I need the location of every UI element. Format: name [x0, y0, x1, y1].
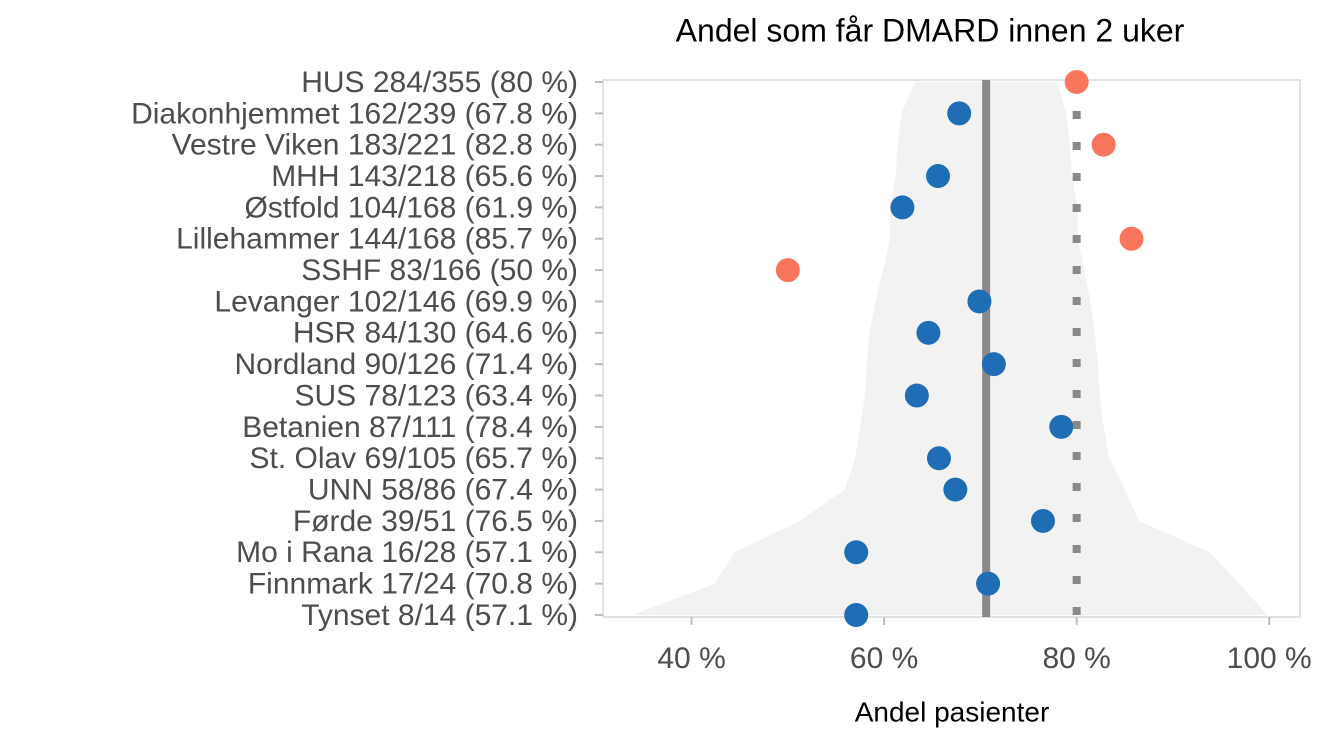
- plot-border: [602, 79, 1301, 618]
- chart-title: Andel som får DMARD innen 2 uker: [676, 12, 1185, 48]
- y-tick-label: Nordland 90/126 (71.4 %): [234, 348, 578, 381]
- y-tick-label: SUS 78/123 (63.4 %): [295, 379, 579, 412]
- x-tick-label: 60 %: [850, 642, 918, 675]
- dot: [981, 352, 1006, 377]
- y-tick-label: Vestre Viken 183/221 (82.8 %): [172, 129, 578, 162]
- dot: [1091, 132, 1116, 157]
- y-tick-label: Diakonhjemmet 162/239 (67.8 %): [131, 97, 578, 130]
- dot: [844, 540, 869, 565]
- y-tick-label: Mo i Rana 16/28 (57.1 %): [236, 536, 578, 569]
- x-axis-title: Andel pasienter: [855, 696, 1050, 727]
- y-tick-label: Førde 39/51 (76.5 %): [293, 505, 578, 538]
- y-tick-label: Lillehammer 144/168 (85.7 %): [176, 223, 578, 256]
- dot: [967, 289, 992, 314]
- dot: [775, 258, 800, 283]
- y-tick-label: Østfold 104/168 (61.9 %): [244, 191, 578, 224]
- y-tick-label: Betanien 87/111 (78.4 %): [242, 411, 578, 444]
- y-tick-label: HSR 84/130 (64.6 %): [293, 317, 578, 350]
- dot: [1030, 508, 1055, 533]
- dot: [904, 383, 929, 408]
- y-tick-label: HUS 284/355 (80 %): [301, 66, 578, 99]
- y-tick-label: UNN 58/86 (67.4 %): [308, 474, 578, 507]
- y-tick-label: Finnmark 17/24 (70.8 %): [248, 568, 578, 601]
- dot: [926, 446, 951, 471]
- dot: [926, 164, 951, 189]
- dot: [844, 603, 869, 627]
- dot: [890, 195, 915, 220]
- y-tick-label: Tynset 8/14 (57.1 %): [301, 599, 578, 632]
- y-tick-label: Levanger 102/146 (69.9 %): [214, 285, 578, 318]
- x-tick-label: 80 %: [1042, 642, 1110, 675]
- y-tick-label: SSHF 83/166 (50 %): [301, 254, 578, 287]
- dot: [976, 571, 1001, 596]
- y-tick-label: St. Olav 69/105 (65.7 %): [249, 442, 578, 475]
- x-tick-label: 100 %: [1227, 642, 1312, 675]
- dot: [1049, 414, 1074, 439]
- dot: [1064, 70, 1089, 94]
- dot: [943, 477, 968, 502]
- dot: [947, 101, 972, 126]
- x-tick-label: 40 %: [657, 642, 725, 675]
- dot: [916, 320, 941, 345]
- dot: [1119, 226, 1144, 251]
- funnel-area: [632, 82, 1268, 615]
- y-tick-label: MHH 143/218 (65.6 %): [271, 160, 578, 193]
